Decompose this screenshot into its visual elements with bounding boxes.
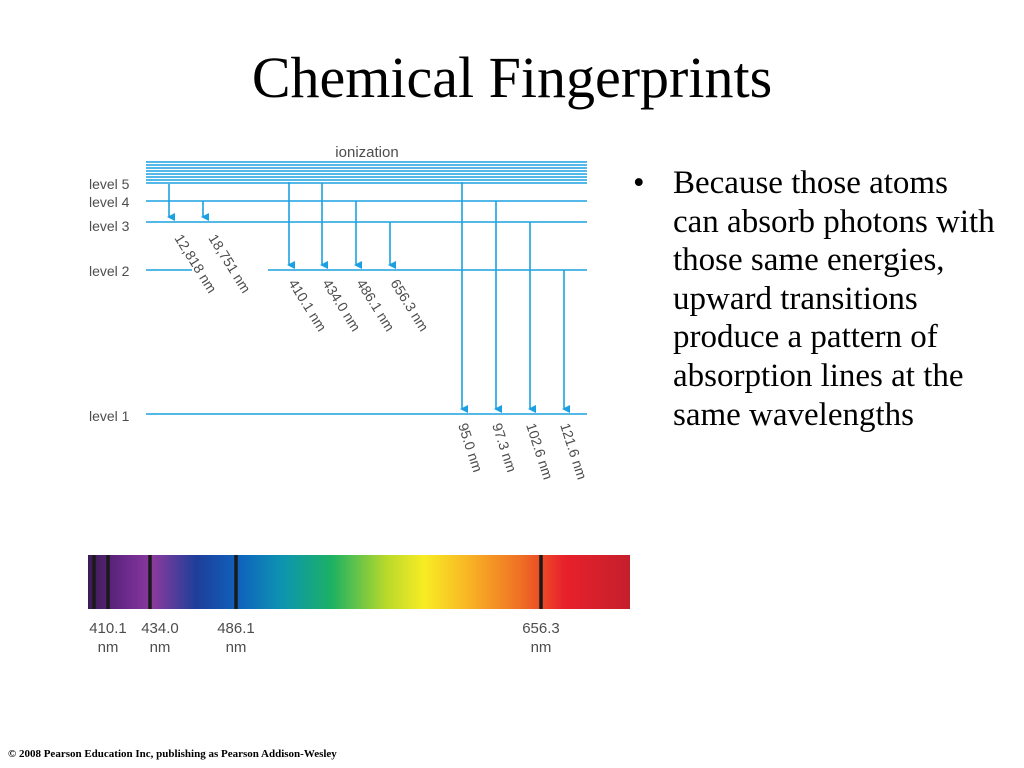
level-2-label: level 2 xyxy=(89,263,130,279)
ionization-label: ionization xyxy=(335,144,398,161)
copyright-notice: © 2008 Pearson Education Inc, publishing… xyxy=(8,748,337,760)
wavelength-label-95: 95.0 nm xyxy=(455,421,486,474)
bullet-point: • Because those atoms can absorb photons… xyxy=(628,164,998,434)
level-1-label: level 1 xyxy=(89,408,130,424)
spectrum-label-656-value: 656.3 xyxy=(522,620,560,637)
spectrum-label-410-unit: nm xyxy=(98,639,119,656)
spectrum-label-434-value: 434.0 xyxy=(141,620,179,637)
spectrum-label-434-unit: nm xyxy=(150,639,171,656)
bullet-text: Because those atoms can absorb photons w… xyxy=(673,165,995,433)
spectrum-label-486-unit: nm xyxy=(226,639,247,656)
level-5-label: level 5 xyxy=(89,176,130,192)
spectrum-label-486-value: 486.1 xyxy=(217,620,255,637)
slide-title: Chemical Fingerprints xyxy=(251,45,773,110)
wavelength-label-97: 97.3 nm xyxy=(489,421,520,474)
level-4-label: level 4 xyxy=(89,194,130,210)
bullet-dot: • xyxy=(633,165,645,201)
absorption-lines xyxy=(92,555,543,609)
wavelength-label-121: 121.6 nm xyxy=(557,421,590,481)
spectrum-label-410-value: 410.1 xyxy=(89,620,127,637)
absorption-spectrum-bar xyxy=(88,555,630,609)
wavelength-label-102: 102.6 nm xyxy=(523,421,556,481)
level-3-label: level 3 xyxy=(89,218,130,234)
spectrum-label-656-unit: nm xyxy=(531,639,552,656)
upper-level-lines xyxy=(146,161,587,184)
